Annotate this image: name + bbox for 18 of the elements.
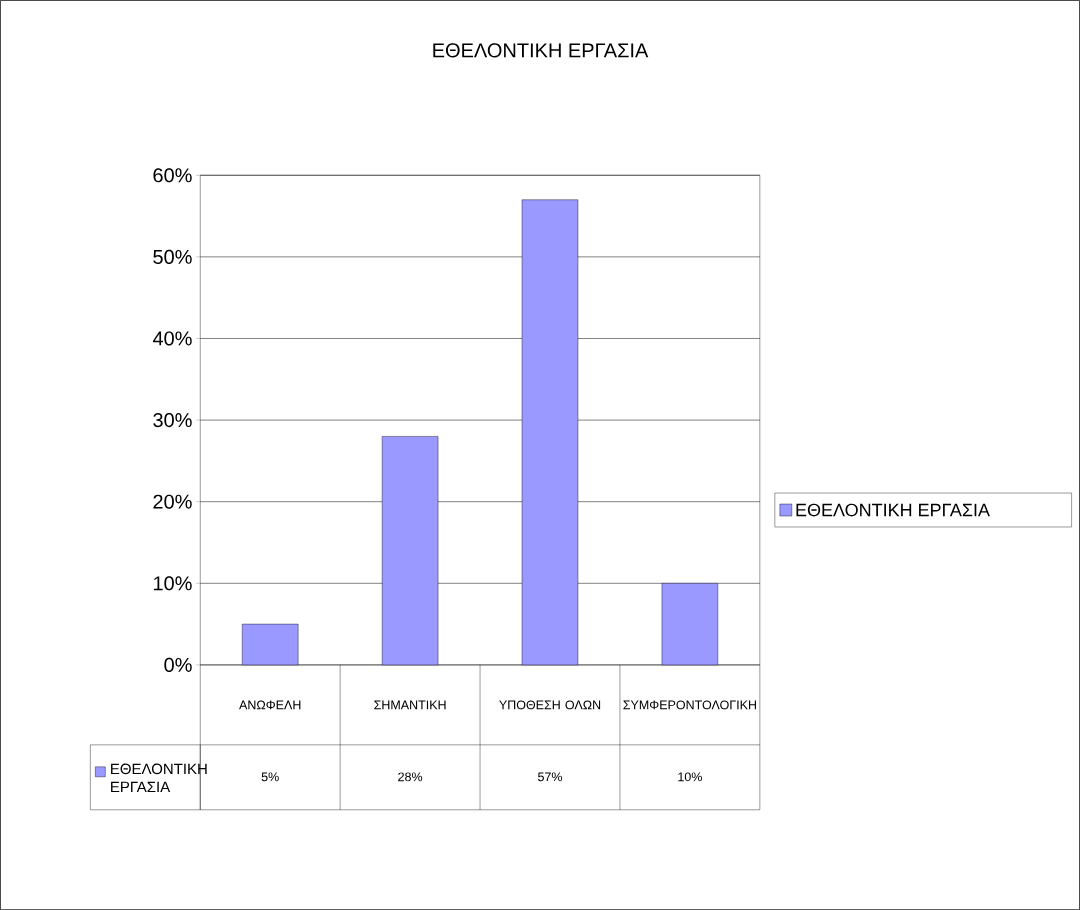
y-tick-label: 30%: [153, 412, 192, 428]
text: ΕΘΕΛΟΝΤΙΚΗ ΕΡΓΑΣΙΑ: [111, 763, 207, 792]
y-tick-label: 0%: [164, 657, 192, 672]
data-label: 57%: [538, 772, 563, 782]
x-tick-label: ΑΝΩΦΕΛΗ: [239, 700, 301, 710]
data-label: 10%: [678, 772, 702, 782]
x-tick-label: ΣΥΜΦΕΡΟΝΤΟΛΟΓΙΚΗ: [623, 700, 756, 710]
y-tick-label: 40%: [152, 331, 192, 346]
legend-label: ΕΘΕΛΟΝΤΙΚΗ ΕΡΓΑΣΙΑ: [796, 503, 990, 517]
y-tick-label: 50%: [153, 249, 192, 264]
x-tick-label: ΣΗΜΑΝΤΙΚΗ: [374, 700, 446, 710]
y-tick-label: 20%: [153, 494, 192, 509]
x-tick-label: ΥΠΟΘΕΣΗ ΟΛΩΝ: [499, 700, 601, 710]
y-tick-label: 10%: [153, 576, 192, 591]
chart-title: ΕΘΕΛΟΝΤΙΚΗ ΕΡΓΑΣΙΑ: [433, 43, 649, 58]
data-label: 5%: [261, 772, 279, 782]
data-label: 28%: [398, 772, 423, 782]
y-tick-label: 60%: [153, 168, 192, 183]
